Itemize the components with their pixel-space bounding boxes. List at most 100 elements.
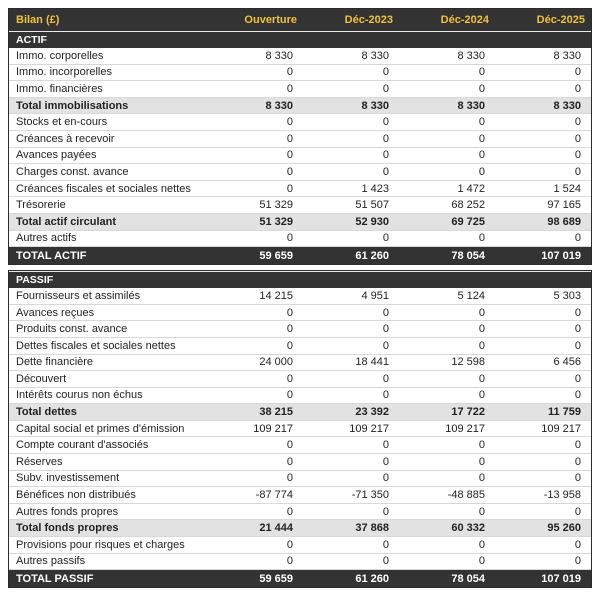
cell-value: 0 [207,553,303,571]
cell-value: 98 689 [495,213,591,231]
cell-value: 0 [303,536,399,554]
row-label: Total immobilisations [9,97,207,115]
cell-value: 1 524 [495,180,591,198]
cell-value: 0 [399,337,495,355]
row-label: Réserves [9,453,207,471]
table-row: Stocks et en-cours 0 0 0 0 [9,113,591,131]
cell-value: 0 [303,503,399,521]
cell-value: 8 330 [303,97,399,115]
row-label: Dettes fiscales et sociales nettes [9,337,207,355]
row-label: Avances reçues [9,304,207,322]
cell-value: 0 [303,453,399,471]
cell-value: 0 [207,503,303,521]
table-row: Créances à recevoir 0 0 0 0 [9,130,591,148]
cell-value: 109 217 [495,420,592,438]
cell-value: 59 659 [207,569,303,588]
cell-value: 0 [399,387,495,405]
cell-value: 4 951 [303,288,399,305]
table-row: Immo. financières 0 0 0 0 [9,80,591,98]
section-header-actif-label: ACTIF [9,31,591,48]
cell-value: 0 [495,113,591,131]
row-label: Immo. financières [9,80,207,98]
cell-value: 1 472 [399,180,495,198]
cell-value: -48 885 [399,486,495,504]
cell-value: 0 [207,470,303,488]
cell-value: -71 350 [303,486,399,504]
cell-value: 61 260 [303,246,399,265]
cell-value: 8 330 [495,97,591,115]
cell-value: 5 124 [399,288,495,305]
cell-value: 0 [207,64,303,82]
cell-value: 0 [303,320,399,338]
cell-value: 12 598 [399,354,495,372]
row-label: Compte courant d'associés [9,436,207,455]
row-label: Charges const. avance [9,163,207,181]
row-label: Trésorerie [9,196,207,214]
cell-value: 17 722 [399,403,495,421]
table-row: Autres actifs 0 0 0 0 [9,230,591,248]
cell-value: 0 [303,436,399,455]
table-row: Avances payées 0 0 0 0 [9,147,591,165]
cell-value: 0 [495,503,592,521]
row-label: Immo. incorporelles [9,64,207,82]
cell-value: 8 330 [399,97,495,115]
table-row: Subv. investissement 0 0 0 0 [9,470,592,488]
row-label: Provisions pour risques et charges [9,536,207,554]
cell-value: 5 303 [495,288,592,305]
cell-value: 0 [495,470,592,488]
table-row: Capital social et primes d'émission 109 2… [9,420,592,438]
balance-sheet-table-actif: Bilan (£) Ouverture Déc-2023 Déc-2024 Dé… [9,9,591,265]
cell-value: 51 329 [207,213,303,231]
cell-value: 38 215 [207,403,303,421]
row-label: Avances payées [9,147,207,165]
cell-value: 0 [495,370,592,388]
balance-sheet-table-passif: PASSIF Fournisseurs et assimilés 14 215 4 … [9,271,592,588]
cell-value: 0 [399,147,495,165]
cell-value: 51 329 [207,196,303,214]
actif-rows: Immo. corporelles 8 330 8 330 8 330 8 330 Imm… [9,48,591,265]
cell-value: 0 [303,337,399,355]
cell-value: 0 [495,453,592,471]
column-header-dec-2024: Déc-2024 [399,9,495,32]
table-row: Produits const. avance 0 0 0 0 [9,320,592,338]
cell-value: 21 444 [207,519,303,538]
table-row: Dettes fiscales et sociales nettes 0 0 0 0 [9,337,592,355]
cell-value: 52 930 [303,213,399,231]
cell-value: 60 332 [399,519,495,538]
cell-value: 0 [495,436,592,455]
cell-value: 0 [303,163,399,181]
cell-value: 109 217 [303,420,399,438]
cell-value: 0 [207,370,303,388]
cell-value: 109 217 [207,420,303,438]
cell-value: 0 [303,113,399,131]
cell-value: -87 774 [207,486,303,504]
cell-value: 0 [495,320,592,338]
passif-rows: Fournisseurs et assimilés 14 215 4 951 5 12… [9,288,592,588]
row-label: Découvert [9,370,207,388]
row-label: Intérêts courus non échus [9,387,207,405]
cell-value: 0 [399,304,495,322]
row-label: Créances à recevoir [9,130,207,148]
row-label: Total fonds propres [9,519,207,538]
cell-value: 0 [303,370,399,388]
cell-value: 0 [399,370,495,388]
cell-value: 0 [207,304,303,322]
row-label: Total actif circulant [9,213,207,231]
cell-value: 0 [207,536,303,554]
cell-value: 0 [303,304,399,322]
table-row: Réserves 0 0 0 0 [9,453,592,471]
row-label: Autres passifs [9,553,207,571]
row-label: Dette financière [9,354,207,372]
table-row: Bénéfices non distribués -87 774 -71 350 -4… [9,486,592,504]
table-header-row: Bilan (£) Ouverture Déc-2023 Déc-2024 Dé… [9,9,591,32]
table-row: Créances fiscales et sociales nettes 0 1 4… [9,180,591,198]
cell-value: 95 260 [495,519,592,538]
cell-value: 0 [399,130,495,148]
row-label: Total dettes [9,403,207,421]
row-label: TOTAL ACTIF [9,246,207,265]
row-label: Créances fiscales et sociales nettes [9,180,207,198]
table-row: Autres fonds propres 0 0 0 0 [9,503,592,521]
cell-value: 78 054 [399,569,495,588]
column-header-dec-2023: Déc-2023 [303,9,399,32]
cell-value: 8 330 [207,48,303,65]
